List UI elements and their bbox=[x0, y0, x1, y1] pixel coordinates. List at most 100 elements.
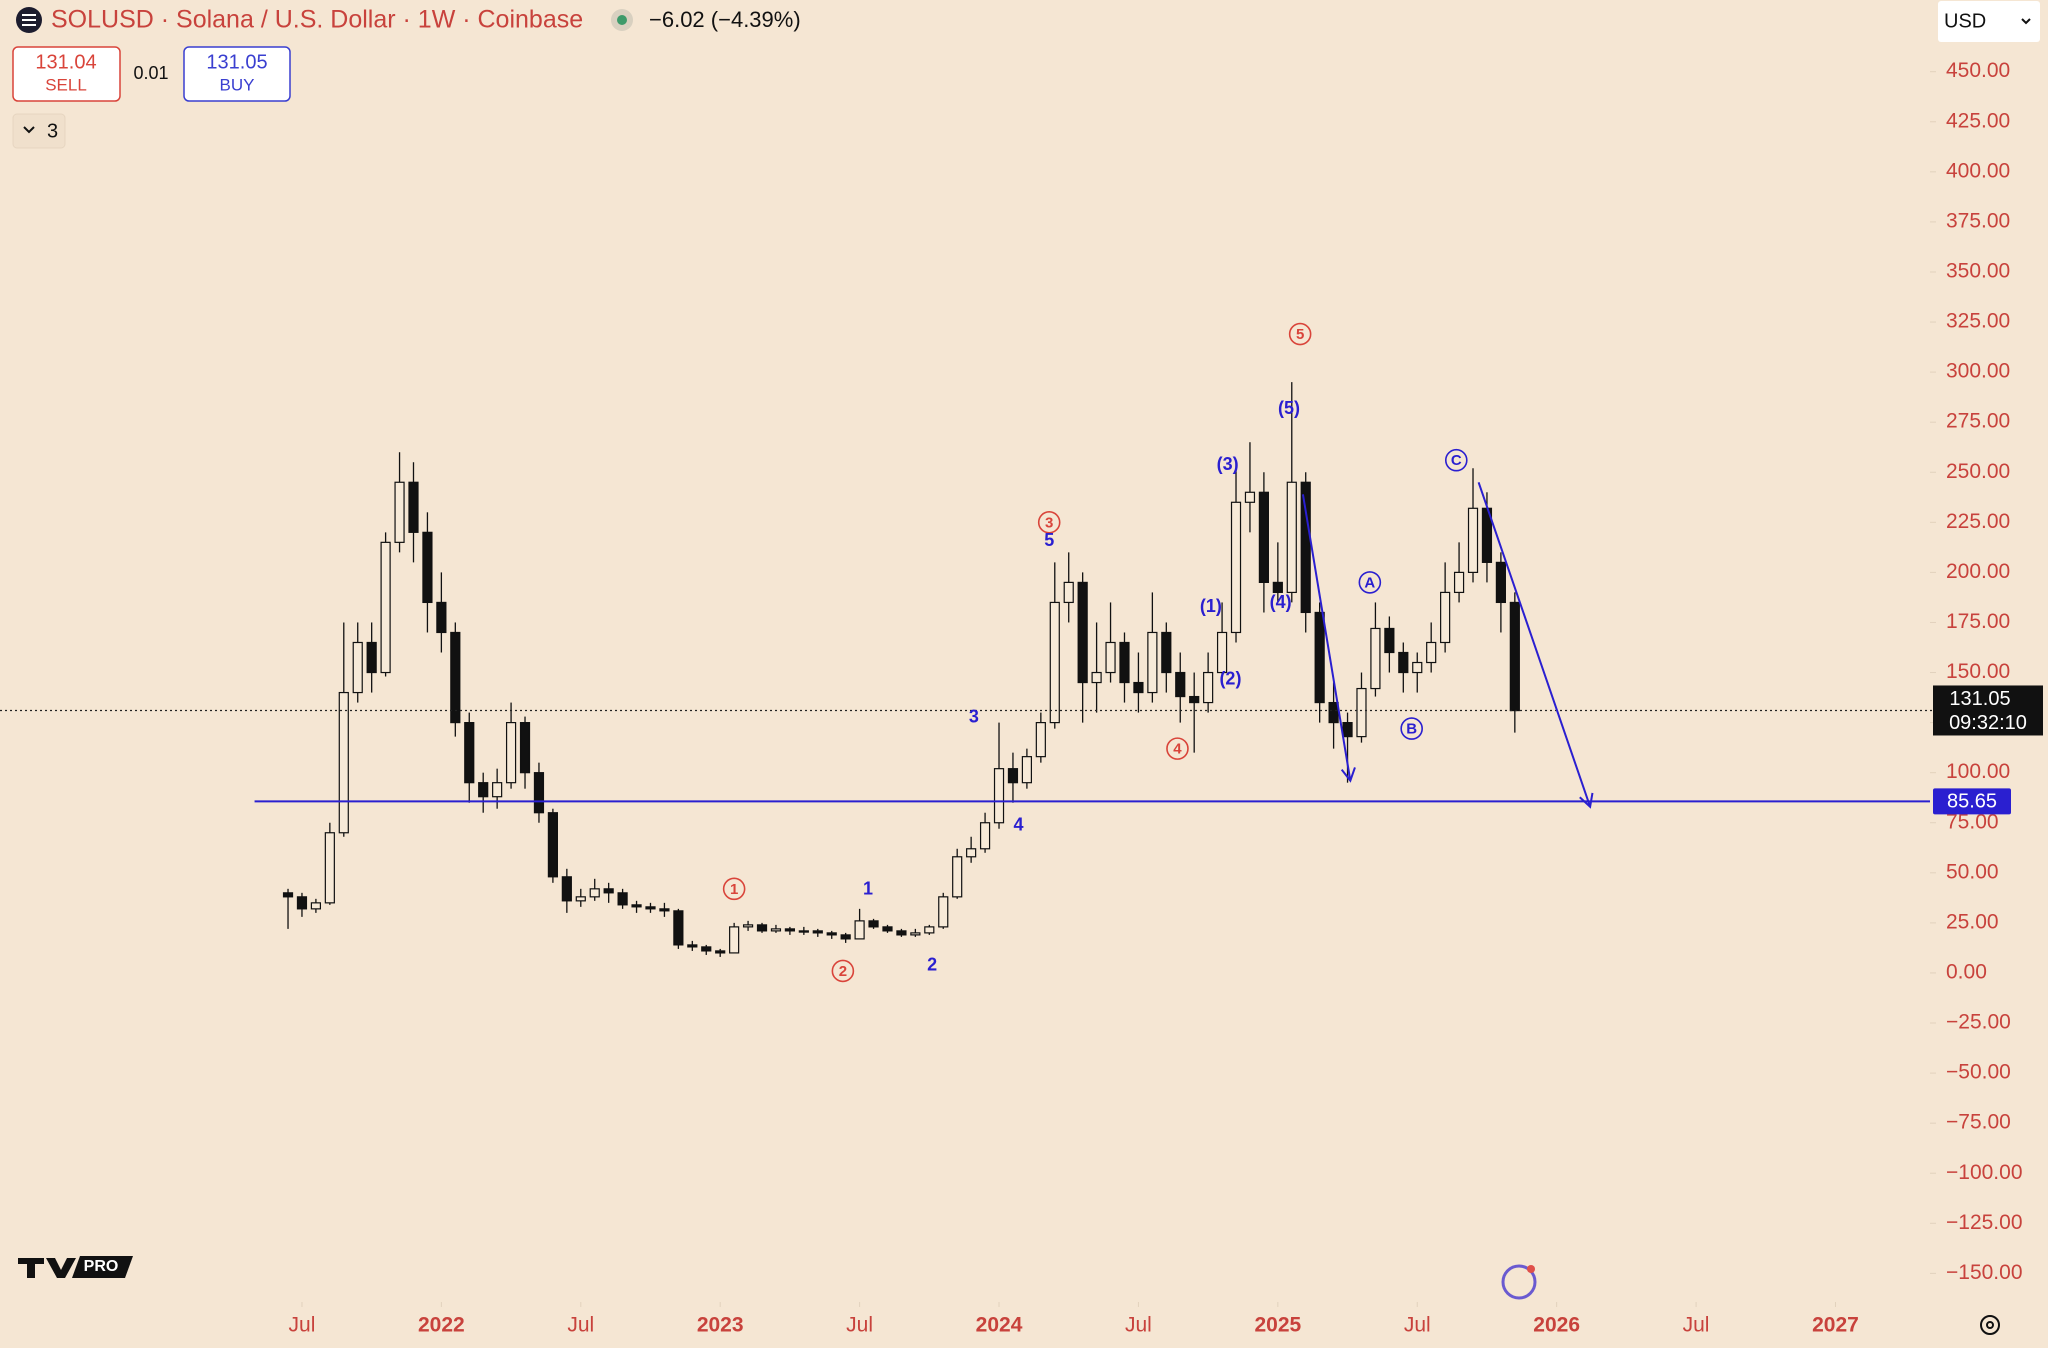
wave-label: A bbox=[1364, 574, 1375, 591]
symbol-title[interactable]: SOLUSD · Solana / U.S. Dollar · 1W · Coi… bbox=[51, 6, 583, 34]
candle-body bbox=[575, 896, 586, 902]
chevron-icon bbox=[23, 126, 35, 134]
candle-body bbox=[1286, 481, 1297, 594]
level-label: 85.65 bbox=[1947, 791, 1997, 813]
wave-label: (5) bbox=[1278, 398, 1300, 418]
settings-icon[interactable] bbox=[1980, 1315, 2000, 1335]
candle-body bbox=[1091, 671, 1102, 684]
candle-body bbox=[659, 908, 670, 912]
arrow-head bbox=[1579, 792, 1594, 809]
candle-body bbox=[324, 832, 335, 904]
y-tick-label: 100.00 bbox=[1946, 760, 2010, 783]
candle-body bbox=[742, 924, 754, 928]
sell-price: 131.04 bbox=[35, 51, 96, 73]
current-price-box bbox=[1933, 685, 2043, 736]
candle-body bbox=[1133, 681, 1144, 694]
y-tick-label: 375.00 bbox=[1946, 209, 2010, 232]
x-tick-label: 2024 bbox=[976, 1314, 1023, 1337]
plot-area: 450.00425.00400.00375.00350.00325.00300.… bbox=[0, 59, 2043, 1337]
y-tick-label: 250.00 bbox=[1946, 460, 2010, 483]
x-tick-label: Jul bbox=[567, 1314, 594, 1337]
wave-label: 3 bbox=[969, 706, 979, 726]
candle-body bbox=[310, 902, 322, 910]
candle-body bbox=[910, 932, 921, 936]
candle-body bbox=[1161, 631, 1172, 674]
currency-select[interactable] bbox=[1938, 1, 2040, 42]
candle-body bbox=[1440, 591, 1451, 644]
candle-body bbox=[422, 531, 433, 604]
candle-body bbox=[1147, 631, 1158, 694]
candle-body bbox=[1175, 671, 1186, 698]
settings-icon-center bbox=[1986, 1321, 1994, 1329]
sell-button[interactable] bbox=[12, 46, 121, 102]
brand-badge bbox=[72, 1256, 133, 1278]
wave-label-circle bbox=[1166, 737, 1189, 760]
y-tick-label: 150.00 bbox=[1946, 660, 2010, 683]
candle-body bbox=[854, 920, 865, 940]
candle-body bbox=[770, 928, 782, 932]
indicators-count: 3 bbox=[47, 120, 58, 142]
y-tick-label: 325.00 bbox=[1946, 310, 2010, 333]
candle-body bbox=[1356, 687, 1367, 738]
wave-label: 4 bbox=[1014, 814, 1024, 834]
assistant-badge bbox=[1527, 1265, 1535, 1273]
candle-body bbox=[464, 721, 475, 784]
current-price-label: 131.05 bbox=[1949, 688, 2010, 710]
y-tick-label: 50.00 bbox=[1946, 860, 1999, 883]
y-tick-label: 225.00 bbox=[1946, 510, 2010, 533]
candle-body bbox=[1495, 561, 1506, 604]
candle-body bbox=[756, 924, 768, 932]
candle-body bbox=[1412, 661, 1423, 674]
candle-body bbox=[1035, 721, 1046, 758]
brand-logo bbox=[18, 1258, 76, 1278]
y-tick-label: 25.00 bbox=[1946, 910, 1999, 933]
x-tick-label: Jul bbox=[1404, 1314, 1431, 1337]
y-tick-label: 450.00 bbox=[1946, 59, 2010, 82]
wave-label: 4 bbox=[1173, 741, 1182, 758]
candle-body bbox=[617, 892, 628, 906]
wave-label-circle bbox=[722, 877, 746, 901]
currency-chevron bbox=[2021, 18, 2031, 25]
candle-body bbox=[993, 768, 1005, 824]
x-tick-label: 2026 bbox=[1533, 1314, 1580, 1337]
buy-price: 131.05 bbox=[206, 51, 267, 73]
candle-body bbox=[1426, 641, 1437, 664]
wave-label-circle bbox=[1037, 511, 1061, 534]
candle-body bbox=[1230, 501, 1242, 634]
wave-label: 2 bbox=[839, 963, 847, 980]
spread: 0.01 bbox=[133, 63, 168, 83]
wave-label-circle bbox=[831, 959, 855, 983]
y-tick-label: 75.00 bbox=[1946, 810, 1999, 833]
candle-body bbox=[519, 721, 531, 774]
x-tick-label: 2023 bbox=[697, 1314, 744, 1337]
candle-body bbox=[478, 782, 489, 798]
candle-body bbox=[868, 920, 879, 928]
candle-body bbox=[1398, 651, 1409, 674]
y-tick-label: 350.00 bbox=[1946, 260, 2010, 283]
candle-body bbox=[282, 892, 294, 898]
assistant-icon[interactable] bbox=[1501, 1264, 1537, 1300]
candle-body bbox=[1272, 581, 1283, 594]
candle-body bbox=[603, 888, 614, 894]
candle-body bbox=[547, 812, 559, 878]
candle-body bbox=[840, 934, 851, 940]
buy-button[interactable] bbox=[183, 46, 291, 102]
x-tick-label: Jul bbox=[289, 1314, 316, 1337]
candle-body bbox=[1189, 695, 1200, 704]
wave-label: B bbox=[1406, 721, 1417, 738]
candle-body bbox=[366, 641, 377, 674]
y-tick-label: −75.00 bbox=[1946, 1111, 2011, 1134]
price-change: −6.02 (−4.39%) bbox=[649, 7, 801, 32]
buy-label: BUY bbox=[220, 75, 255, 94]
x-tick-label: 2027 bbox=[1812, 1314, 1859, 1337]
symbol-logo-lines bbox=[22, 14, 36, 26]
market-status-dot bbox=[617, 15, 627, 25]
candle-body bbox=[1049, 601, 1060, 724]
candle-body bbox=[408, 481, 419, 533]
candle-body bbox=[784, 928, 796, 932]
indicators-toggle[interactable] bbox=[12, 113, 66, 149]
candle-body bbox=[798, 930, 809, 933]
